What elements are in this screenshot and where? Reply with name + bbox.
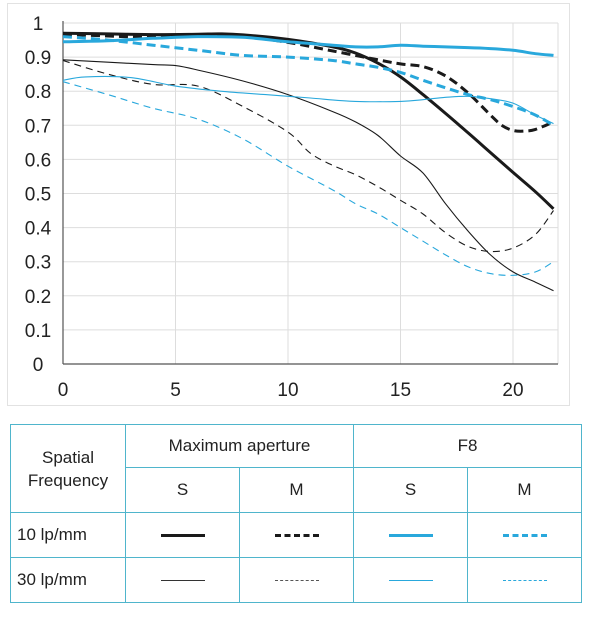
- mtf-line-f8-30-m: [62, 81, 554, 276]
- x-tick-label: 15: [390, 380, 411, 401]
- swatch-max-30-s: [160, 579, 205, 581]
- swatch-max-30-m: [274, 579, 319, 581]
- y-tick-label: 0.8: [25, 82, 51, 103]
- mtf-line-max-30-s: [62, 59, 554, 292]
- spatial-frequency-header: Spatial Frequency: [10, 424, 126, 513]
- swatch-cell-f8-10-s: [353, 512, 468, 558]
- y-tick-label: 0.2: [25, 287, 51, 308]
- y-tick-label: 0.3: [25, 253, 51, 274]
- x-tick-label: 0: [58, 380, 69, 401]
- f8-m-header: M: [467, 467, 582, 513]
- swatch-f8-30-s: [388, 579, 433, 581]
- series-layer: [62, 31, 555, 292]
- x-tick-label: 5: [170, 380, 181, 401]
- tick-layer: 00.10.20.30.40.50.60.70.80.910 5 10 15 20: [25, 14, 524, 401]
- swatch-cell-max-30-s: [125, 557, 240, 603]
- row-30lpmm-label: 30 lp/mm: [10, 557, 126, 603]
- swatch-cell-max-10-m: [239, 512, 354, 558]
- y-tick-label: 0.4: [25, 219, 52, 240]
- row-10lpmm-label: 10 lp/mm: [10, 512, 126, 558]
- f8-s-header: S: [353, 467, 468, 513]
- y-tick-label: 0.5: [25, 185, 51, 206]
- x-tick-label: 10: [277, 380, 298, 401]
- mtf-line-f8-30-s: [62, 75, 554, 125]
- y-tick-label: 0.1: [25, 321, 51, 342]
- swatch-cell-f8-30-m: [467, 557, 582, 603]
- swatch-cell-f8-10-m: [467, 512, 582, 558]
- swatch-f8-30-m: [502, 579, 547, 581]
- axis-layer: [62, 21, 558, 365]
- frequency-label: Frequency: [27, 470, 109, 490]
- mtf-line-f8-10-m: [62, 35, 555, 127]
- y-tick-label: 0.7: [25, 116, 51, 137]
- chart-frame: [7, 3, 570, 406]
- swatch-cell-max-30-m: [239, 557, 354, 603]
- swatch-cell-f8-30-s: [353, 557, 468, 603]
- y-tick-label: 0.6: [25, 150, 51, 171]
- swatch-cell-max-10-s: [125, 512, 240, 558]
- swatch-f8-10-s: [388, 533, 433, 537]
- spatial-label: Spatial: [42, 447, 94, 467]
- swatch-max-10-m: [274, 533, 319, 537]
- y-tick-label: 0.9: [25, 48, 51, 69]
- max-aperture-s-header: S: [125, 467, 240, 513]
- y-tick-label: 1: [33, 14, 44, 35]
- mtf-line-f8-10-s: [62, 35, 554, 57]
- x-tick-label: 20: [502, 380, 523, 401]
- y-tick-label: 0: [33, 355, 44, 376]
- swatch-f8-10-m: [502, 533, 547, 537]
- mtf-line-max-30-m: [62, 59, 554, 253]
- f8-header: F8: [353, 424, 582, 468]
- max-aperture-m-header: M: [239, 467, 354, 513]
- legend-table: Spatial Frequency Maximum aperture F8 S …: [10, 424, 582, 603]
- max-aperture-header: Maximum aperture: [125, 424, 354, 468]
- mtf-chart: 00.10.20.30.40.50.60.70.80.910 5 10 15 20: [25, 14, 559, 401]
- grid-layer: [62, 22, 559, 365]
- mtf-line-max-10-s: [62, 31, 555, 210]
- swatch-max-10-s: [160, 533, 205, 537]
